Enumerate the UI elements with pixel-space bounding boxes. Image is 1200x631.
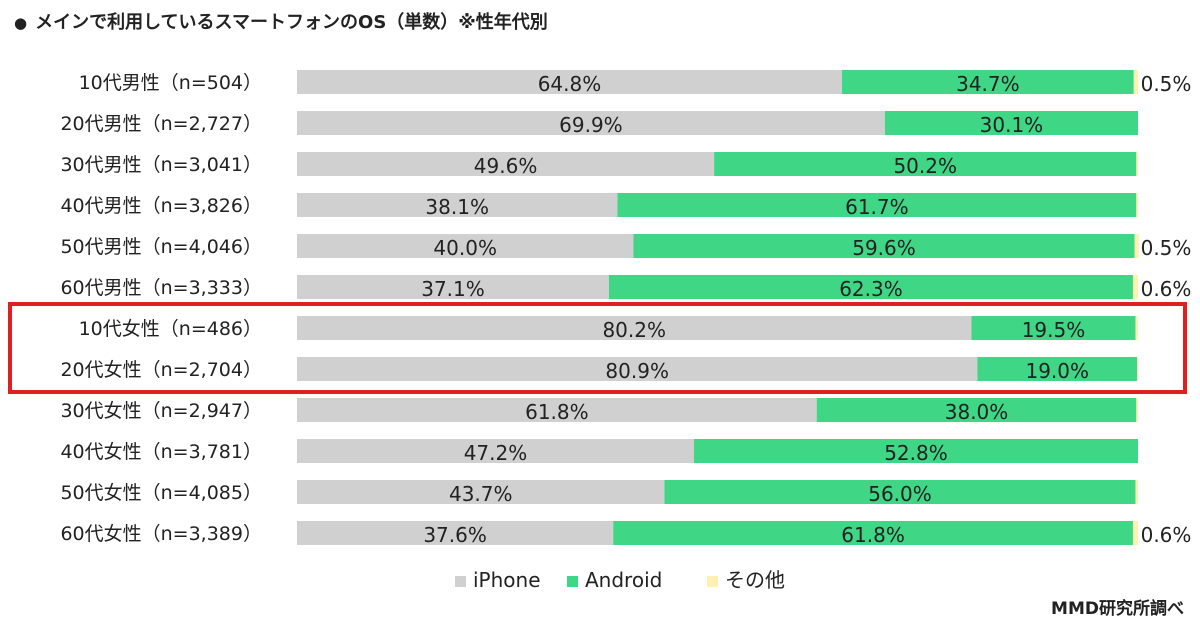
data-label: 19.5% [1022, 318, 1086, 342]
bar-segment-その他 [1136, 193, 1138, 217]
category-label: 20代女性（n=2,704） [60, 359, 262, 381]
bar-segment-Android [841, 70, 1134, 94]
bar-segment-その他 [1135, 480, 1138, 504]
bar-segment-Android [664, 480, 1136, 504]
data-label: 69.9% [559, 113, 623, 137]
data-label: 59.6% [852, 236, 916, 260]
bar-segment-その他 [1132, 521, 1138, 545]
category-label: 40代男性（n=3,826） [60, 195, 262, 217]
data-label: 30.1% [980, 113, 1044, 137]
category-label: 50代女性（n=4,085） [60, 482, 262, 504]
data-label: 38.0% [945, 400, 1009, 424]
legend-label: iPhone [473, 568, 541, 592]
category-label: 50代男性（n=4,046） [60, 236, 262, 258]
data-label: 80.2% [602, 318, 666, 342]
data-label: 50.2% [893, 154, 957, 178]
data-label: 47.2% [464, 441, 528, 465]
bar-segment-iPhone [297, 70, 842, 94]
bar-segment-その他 [1136, 152, 1138, 176]
category-label: 10代女性（n=486） [79, 318, 262, 340]
legend-swatch-その他 [707, 576, 718, 587]
bar-segment-iPhone [297, 480, 665, 504]
bar-segment-Android [693, 439, 1138, 463]
bar-segment-Android [971, 316, 1136, 340]
bar-segment-その他 [1135, 316, 1138, 340]
data-label: 40.0% [433, 236, 497, 260]
data-label: 37.6% [423, 523, 487, 547]
data-label: 19.0% [1025, 359, 1089, 383]
bar-segment-Android [609, 275, 1133, 299]
title-bullet: ● [14, 14, 28, 32]
bar-segment-Android [884, 111, 1138, 135]
data-label: 0.6% [1141, 523, 1192, 547]
bar-segment-iPhone [297, 439, 694, 463]
bar-segment-iPhone [297, 111, 885, 135]
data-label: 0.5% [1141, 236, 1192, 260]
data-label: 37.1% [421, 277, 485, 301]
bar-segment-Android [633, 234, 1135, 258]
bar-segment-iPhone [297, 152, 715, 176]
bar-segment-Android [714, 152, 1137, 176]
chart-title: ● メインで利用しているスマートフォンのOS（単数）※性年代別 [14, 8, 548, 34]
data-label: 34.7% [956, 72, 1020, 96]
data-label: 0.5% [1141, 72, 1192, 96]
legend-label: Android [585, 568, 662, 592]
highlight-box [8, 302, 1187, 394]
bar-segment-Android [816, 398, 1137, 422]
bar-segment-iPhone [297, 193, 618, 217]
bar-segment-iPhone [297, 234, 634, 258]
legend-swatch-iPhone [455, 576, 466, 587]
data-label: 64.8% [538, 72, 602, 96]
legend-swatch-Android [567, 576, 578, 587]
title-text: メインで利用しているスマートフォンのOS（単数）※性年代別 [35, 12, 548, 33]
category-label: 60代女性（n=3,389） [60, 523, 262, 545]
bar-segment-iPhone [297, 357, 978, 381]
bar-segment-iPhone [297, 398, 817, 422]
bar-segment-その他 [1133, 70, 1138, 94]
bar-segment-その他 [1134, 234, 1139, 258]
category-label: 20代男性（n=2,727） [60, 113, 262, 135]
category-label: 40代女性（n=3,781） [60, 441, 262, 463]
data-label: 61.7% [845, 195, 909, 219]
bar-segment-その他 [1132, 275, 1138, 299]
data-label: 52.8% [884, 441, 948, 465]
category-label: 10代男性（n=504） [79, 72, 262, 94]
bar-segment-iPhone [297, 521, 614, 545]
bar-segment-Android [613, 521, 1133, 545]
data-label: 61.8% [841, 523, 905, 547]
data-label: 80.9% [605, 359, 669, 383]
data-label: 61.8% [525, 400, 589, 424]
bar-segment-その他 [1136, 398, 1138, 422]
bar-segment-iPhone [297, 275, 610, 299]
bar-segment-Android [977, 357, 1138, 381]
data-label: 0.6% [1141, 277, 1192, 301]
bar-segment-iPhone [297, 316, 972, 340]
category-label: 30代男性（n=3,041） [60, 154, 262, 176]
bar-segment-Android [617, 193, 1137, 217]
data-label: 56.0% [868, 482, 932, 506]
category-label: 60代男性（n=3,333） [60, 277, 262, 299]
data-label: 43.7% [449, 482, 513, 506]
data-label: 38.1% [425, 195, 489, 219]
legend-label: その他 [725, 568, 785, 592]
category-label: 30代女性（n=2,947） [60, 400, 262, 422]
data-label: 62.3% [839, 277, 903, 301]
data-label: 49.6% [474, 154, 538, 178]
source-note: MMD研究所調べ [1051, 599, 1184, 619]
bar-segment-その他 [1137, 357, 1138, 381]
